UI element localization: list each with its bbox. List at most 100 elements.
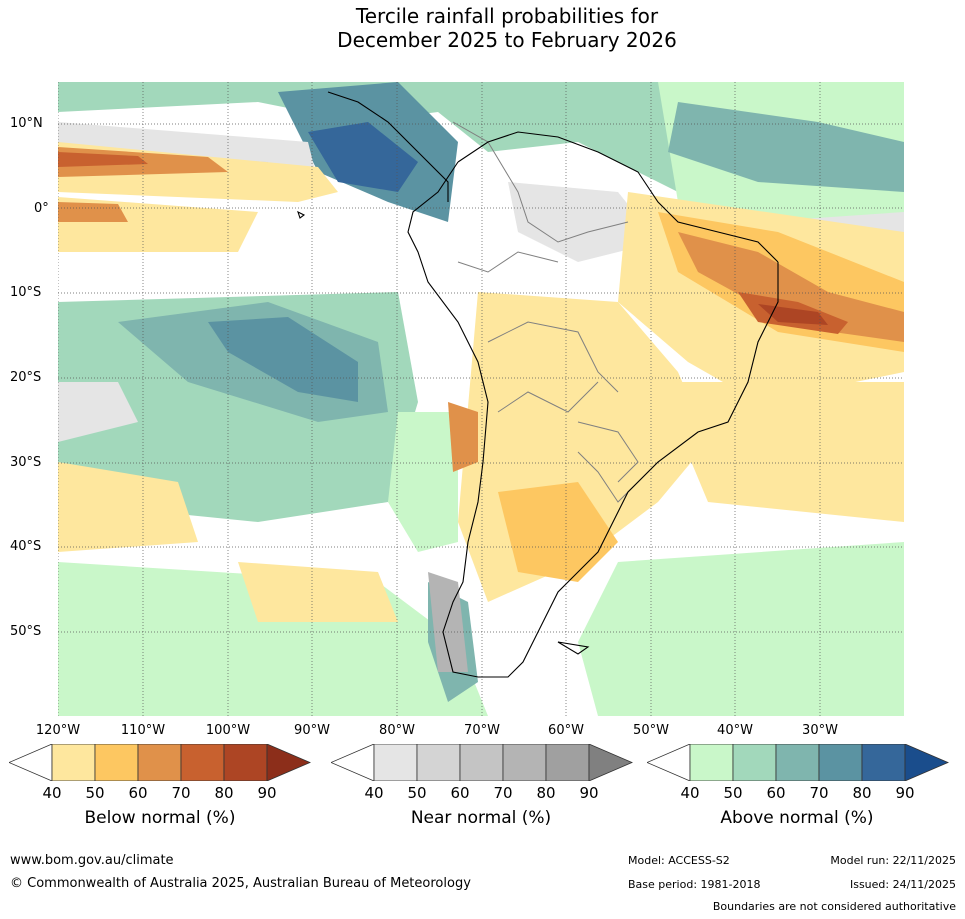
field-near-40-d bbox=[58, 382, 138, 442]
chart-title: Tercile rainfall probabilities for Decem… bbox=[0, 4, 965, 52]
rainfall-probability-map bbox=[58, 82, 904, 716]
central-america-coast bbox=[327, 91, 449, 202]
graticule bbox=[58, 82, 904, 716]
lat-label-0: 0° bbox=[34, 201, 49, 216]
near-swatch-2 bbox=[416, 744, 461, 781]
near-tick-80: 80 bbox=[536, 784, 556, 802]
above-normal-title: Above normal (%) bbox=[720, 808, 874, 828]
above-swatch-1 bbox=[689, 744, 734, 781]
above-swatch-3 bbox=[775, 744, 820, 781]
near-tick-70: 70 bbox=[493, 784, 513, 802]
lon-label-120w: 120°W bbox=[35, 723, 81, 738]
above-swatch-2 bbox=[732, 744, 777, 781]
above-tick-40: 40 bbox=[680, 784, 700, 802]
below-normal-title: Below normal (%) bbox=[84, 808, 236, 828]
colorbar-above-normal bbox=[647, 744, 949, 781]
model-run-date: Model run: 22/11/2025 bbox=[830, 854, 956, 867]
below-tick-50: 50 bbox=[85, 784, 105, 802]
below-tick-80: 80 bbox=[214, 784, 234, 802]
field-below-60-c bbox=[678, 232, 904, 342]
lon-label-110w: 110°W bbox=[120, 723, 166, 738]
coastline bbox=[297, 91, 779, 678]
galapagos-coast bbox=[297, 210, 306, 219]
lon-label-100w: 100°W bbox=[205, 723, 251, 738]
lon-label-30w: 30°W bbox=[802, 723, 838, 738]
falklands-coast bbox=[557, 641, 590, 655]
above-tick-70: 70 bbox=[809, 784, 829, 802]
south-america-west-coast bbox=[407, 161, 489, 678]
near-tick-40: 40 bbox=[364, 784, 384, 802]
field-below-40-e bbox=[658, 382, 904, 522]
colorbar-below-normal bbox=[9, 744, 311, 781]
lon-label-60w: 60°W bbox=[548, 723, 584, 738]
title-line-1: Tercile rainfall probabilities for bbox=[355, 4, 659, 28]
below-swatch-4 bbox=[180, 744, 225, 781]
lon-label-80w: 80°W bbox=[379, 723, 415, 738]
lat-label-50s: 50°S bbox=[10, 624, 42, 639]
above-swatch-4 bbox=[818, 744, 863, 781]
below-swatch-6 bbox=[266, 744, 311, 781]
south-america-east-coast bbox=[478, 262, 779, 678]
field-below-90-c bbox=[758, 304, 828, 325]
field-above-60-c bbox=[668, 102, 904, 192]
near-swatch-1 bbox=[373, 744, 418, 781]
lon-label-70w: 70°W bbox=[464, 723, 500, 738]
probability-fields bbox=[58, 82, 904, 716]
near-swatch-0 bbox=[331, 744, 375, 781]
title-line-2: December 2025 to February 2026 bbox=[337, 28, 677, 52]
field-above-40-f bbox=[388, 412, 458, 552]
field-above-70-a bbox=[208, 317, 358, 402]
above-swatch-5 bbox=[861, 744, 906, 781]
lon-label-50w: 50°W bbox=[633, 723, 669, 738]
near-tick-50: 50 bbox=[407, 784, 427, 802]
field-above-40-d bbox=[578, 542, 904, 716]
field-below-60-b bbox=[58, 202, 128, 222]
issued-date: Issued: 24/11/2025 bbox=[849, 878, 956, 891]
near-tick-60: 60 bbox=[450, 784, 470, 802]
above-tick-80: 80 bbox=[852, 784, 872, 802]
above-tick-50: 50 bbox=[723, 784, 743, 802]
field-above-80-a bbox=[308, 122, 418, 192]
below-tick-40: 40 bbox=[42, 784, 62, 802]
near-normal-title: Near normal (%) bbox=[410, 808, 552, 828]
above-swatch-0 bbox=[647, 744, 691, 781]
lat-label-30s: 30°S bbox=[10, 455, 42, 470]
below-swatch-2 bbox=[94, 744, 139, 781]
lon-label-40w: 40°W bbox=[717, 723, 753, 738]
boundary-disclaimer: Boundaries are not considered authoritat… bbox=[712, 900, 956, 913]
lat-label-40s: 40°S bbox=[10, 539, 42, 554]
below-tick-70: 70 bbox=[171, 784, 191, 802]
above-tick-60: 60 bbox=[766, 784, 786, 802]
near-swatch-4 bbox=[502, 744, 547, 781]
field-below-60-e bbox=[448, 402, 478, 472]
above-tick-90: 90 bbox=[895, 784, 915, 802]
below-swatch-0 bbox=[9, 744, 53, 781]
lat-label-10n: 10°N bbox=[10, 116, 43, 131]
lat-label-10s: 10°S bbox=[10, 285, 42, 300]
website-link[interactable]: www.bom.gov.au/climate bbox=[10, 853, 174, 868]
below-tick-90: 90 bbox=[257, 784, 277, 802]
lon-label-90w: 90°W bbox=[294, 723, 330, 738]
country-borders bbox=[452, 121, 659, 503]
below-swatch-5 bbox=[223, 744, 268, 781]
colorbar-near-normal bbox=[331, 744, 633, 781]
field-near-40-b bbox=[508, 182, 658, 262]
field-below-40-f bbox=[58, 462, 198, 552]
below-swatch-3 bbox=[137, 744, 182, 781]
above-swatch-6 bbox=[904, 744, 949, 781]
near-swatch-3 bbox=[459, 744, 504, 781]
field-below-50-d bbox=[498, 482, 618, 582]
base-period: Base period: 1981-2018 bbox=[628, 878, 761, 891]
near-swatch-5 bbox=[545, 744, 590, 781]
field-below-80-a bbox=[58, 152, 148, 167]
near-swatch-6 bbox=[588, 744, 633, 781]
map-svg bbox=[58, 82, 904, 716]
south-america-north-coast bbox=[457, 131, 779, 263]
field-below-40-g bbox=[238, 562, 398, 622]
near-tick-90: 90 bbox=[579, 784, 599, 802]
below-tick-60: 60 bbox=[128, 784, 148, 802]
lat-label-20s: 20°S bbox=[10, 370, 42, 385]
below-swatch-1 bbox=[51, 744, 96, 781]
field-near-50-b bbox=[428, 572, 468, 672]
model-name: Model: ACCESS-S2 bbox=[628, 854, 730, 867]
